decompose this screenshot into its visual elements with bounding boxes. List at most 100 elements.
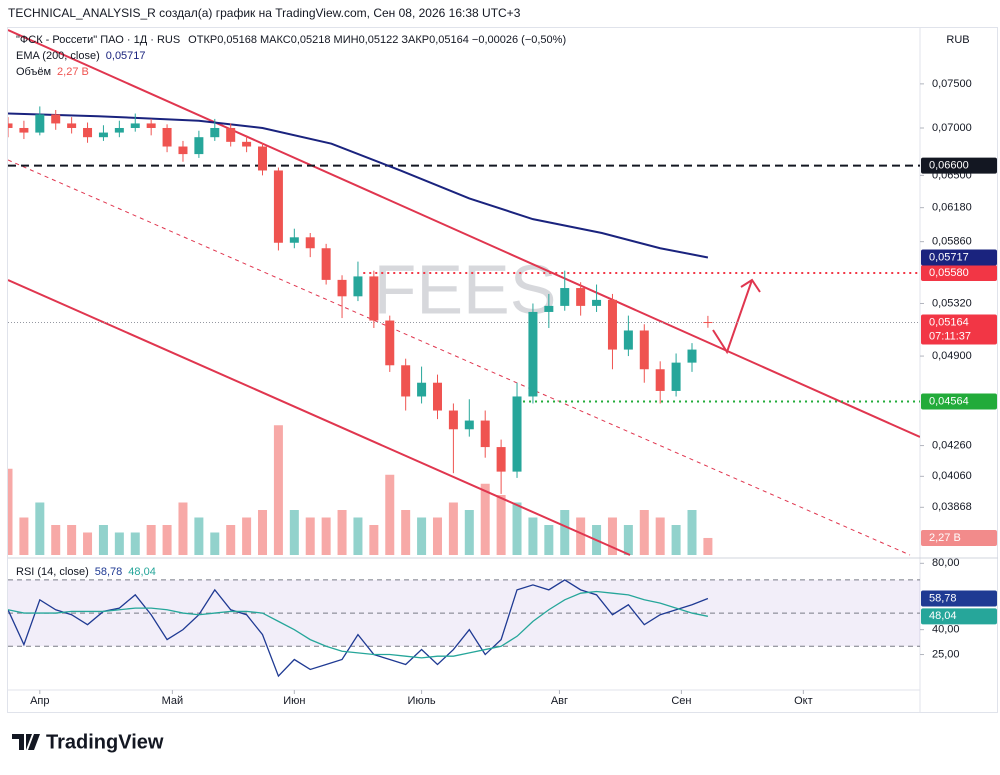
y-tick-label: 0,07000	[932, 122, 972, 134]
attribution: TECHNICAL_ANALYSIS_R создал(а) график на…	[8, 6, 521, 20]
ema-layer	[8, 112, 709, 259]
ema-name: EMA (200, close)	[16, 50, 100, 62]
currency: RUB	[946, 34, 969, 46]
last-price-badge-bg	[921, 314, 997, 345]
y-tick-label: 0,07500	[932, 78, 972, 90]
candle-body	[671, 362, 681, 391]
volume-bar	[528, 517, 538, 555]
x-tick-label: Окт	[794, 695, 813, 707]
candle-body	[305, 237, 315, 249]
volume-bar	[305, 517, 315, 555]
candle-body	[385, 320, 395, 366]
candle-body	[560, 288, 570, 306]
volume-bar	[432, 517, 442, 555]
y-tick-label: 0,04260	[932, 439, 972, 451]
rsi-badge-bg	[921, 608, 997, 625]
candle-body	[146, 123, 156, 128]
candle-body	[51, 114, 61, 124]
candle-body	[114, 127, 124, 133]
forecast-arrow	[712, 279, 753, 355]
volume-bar	[369, 525, 379, 555]
volume-bar	[480, 483, 490, 555]
countdown: 07:11:37	[929, 330, 971, 342]
rsi-badge: 58,78	[929, 592, 957, 604]
channel-lower	[8, 279, 631, 556]
levels	[8, 164, 920, 403]
chart-frame	[7, 27, 998, 713]
candle-body	[98, 132, 108, 138]
candle-body	[8, 123, 13, 128]
volume-bar	[130, 532, 140, 555]
candle-body	[480, 420, 490, 448]
volume-bar	[560, 510, 570, 555]
candle-body	[687, 349, 697, 363]
volume-bar	[114, 532, 124, 555]
volume-layer	[8, 425, 713, 555]
rsi-tick-label: 40,00	[932, 624, 960, 636]
volume-legend: Объём 2,27 B	[16, 66, 89, 78]
volume-bar	[448, 502, 458, 555]
rsi-badge: 48,04	[929, 610, 957, 622]
volume-bar	[51, 525, 61, 555]
x-tick-label: Май	[162, 695, 184, 707]
candle-body	[19, 127, 29, 133]
volume-bar	[273, 425, 283, 555]
x-tick-label: Авг	[551, 695, 568, 707]
volume-bar	[67, 525, 77, 555]
volume-bar	[35, 502, 45, 555]
volume-bar	[83, 532, 93, 555]
candle-body	[321, 248, 331, 280]
y-tick-label: 0,05320	[932, 297, 972, 309]
candle-body	[178, 146, 188, 155]
level-badge-bg	[921, 393, 997, 410]
ema-legend: EMA (200, close) 0,05717	[16, 50, 146, 62]
candle-body	[194, 137, 204, 155]
rsi-tick-label: 80,00	[932, 557, 960, 569]
candle-body	[353, 276, 363, 297]
volume-name: Объём	[16, 66, 51, 78]
ohlc: ОТКР0,05168 МАКС0,05218 МИН0,05122 ЗАКР0…	[188, 34, 566, 46]
x-tick-label: Июн	[283, 695, 305, 707]
level-badge-bg	[921, 264, 997, 281]
rsi-value: 58,78	[95, 566, 123, 578]
arrow-head	[740, 278, 761, 293]
volume-bar	[146, 525, 156, 555]
volume-bar	[576, 517, 586, 555]
volume-bar	[19, 517, 29, 555]
candle-body	[528, 311, 538, 397]
candle-body	[67, 123, 77, 128]
y-tick-label: 0,04060	[932, 470, 972, 482]
candle-body	[639, 330, 649, 370]
candle-body	[35, 114, 45, 133]
candle-body	[544, 305, 554, 312]
volume-bar	[687, 510, 697, 555]
symbol: "ФСК - Россети" ПАО · 1Д · RUS	[16, 34, 180, 46]
last-price-badge: 0,05164	[929, 316, 969, 328]
volume-bar	[671, 525, 681, 555]
volume-value: 2,27 B	[57, 66, 89, 78]
symbol-legend: "ФСК - Россети" ПАО · 1Д · RUS ОТКР0,0516…	[16, 34, 566, 46]
volume-badge-bg	[921, 529, 997, 546]
price-badges: 0,06600 0,05580 0,04564 0,05164 07:11:37 0,05…	[921, 157, 997, 625]
candle-body	[273, 170, 283, 243]
y-tick-label: 0,06180	[932, 202, 972, 214]
brand: TradingView	[46, 731, 164, 753]
y-tick-label: 0,03868	[932, 501, 972, 513]
candle-body	[242, 141, 252, 147]
level-badge: 0,06600	[929, 160, 969, 172]
candle-body	[210, 127, 220, 138]
candle-body	[655, 369, 665, 391]
volume-bar	[178, 502, 188, 555]
level-badge: 0,04564	[929, 395, 969, 407]
rsi-line	[8, 590, 709, 659]
rsi-plot	[8, 579, 920, 678]
channel-upper	[8, 29, 920, 438]
candle-body	[512, 396, 522, 472]
candle-body	[83, 127, 93, 138]
candle-body	[226, 127, 236, 142]
volume-bar	[289, 510, 299, 555]
volume-bar	[337, 510, 347, 555]
rsi-legend: RSI (14, close) 58,78 48,04	[16, 566, 156, 578]
